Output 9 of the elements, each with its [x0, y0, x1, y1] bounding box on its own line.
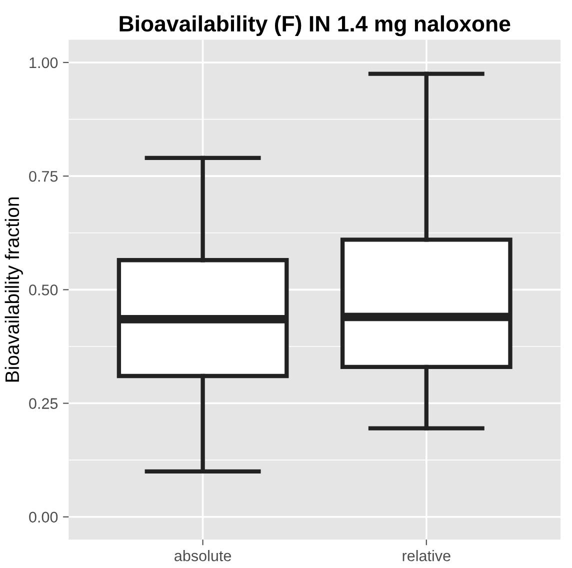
y-axis-title: Bioavailability fraction — [4, 197, 23, 382]
y-tick-label: 0.75 — [29, 170, 58, 182]
y-tick-label: 1.00 — [30, 57, 58, 68]
chart-title: Bioavailability (F) IN 1.4 mg naloxone — [120, 15, 510, 36]
y-tick-label: 0.25 — [29, 398, 58, 409]
x-tick-label: relative — [402, 550, 450, 562]
y-tick-label: 0.50 — [29, 284, 58, 296]
x-tick-label: absolute — [174, 550, 232, 562]
y-tick-label: 0.00 — [29, 512, 58, 523]
